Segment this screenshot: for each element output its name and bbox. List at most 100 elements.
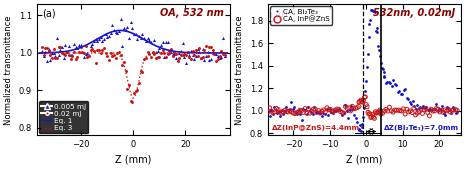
Point	[89, 47, 96, 50]
Point	[367, 116, 374, 119]
Point	[120, 27, 128, 29]
Point	[142, 57, 150, 59]
Point	[364, 111, 372, 114]
Point	[346, 108, 354, 111]
Point	[46, 59, 54, 62]
Point	[179, 54, 186, 56]
Point	[70, 42, 78, 45]
Point	[356, 124, 364, 126]
Point	[167, 47, 175, 50]
Point	[38, 49, 46, 52]
Point	[118, 44, 126, 47]
Point	[50, 48, 57, 51]
Point	[187, 50, 195, 52]
Point	[309, 112, 317, 115]
Point	[312, 111, 319, 114]
Point	[438, 109, 446, 112]
Point	[323, 107, 330, 110]
Point	[357, 130, 365, 132]
Point	[385, 80, 392, 83]
Point	[103, 35, 111, 38]
Point	[371, 117, 378, 120]
Point	[283, 110, 290, 113]
Point	[412, 114, 419, 116]
Point	[426, 115, 433, 117]
Point	[450, 108, 458, 111]
Point	[420, 108, 428, 111]
Point	[169, 53, 176, 55]
Point	[373, 26, 380, 29]
Text: (b): (b)	[274, 8, 288, 18]
Point	[362, 96, 369, 98]
Point	[319, 112, 327, 114]
Point	[272, 109, 280, 112]
Point	[171, 51, 178, 53]
Point	[369, 10, 377, 13]
Point	[72, 57, 79, 60]
Point	[387, 82, 394, 84]
Point	[219, 37, 227, 39]
Point	[436, 111, 444, 113]
Point	[352, 107, 359, 110]
Point	[301, 107, 309, 110]
Point	[298, 109, 305, 112]
Point	[365, 113, 373, 115]
Point	[147, 56, 155, 59]
Point	[202, 45, 210, 48]
Point	[78, 51, 86, 54]
Point	[136, 35, 143, 38]
Point	[199, 47, 207, 50]
Point	[197, 56, 205, 59]
Point	[52, 55, 59, 58]
Point	[139, 33, 146, 35]
Y-axis label: Normalized transmittance: Normalized transmittance	[235, 15, 244, 125]
Point	[43, 60, 51, 62]
Point	[102, 51, 109, 54]
Point	[127, 21, 135, 24]
Point	[409, 100, 417, 103]
Point	[318, 115, 326, 117]
Point	[400, 107, 407, 110]
Point	[377, 110, 384, 113]
Point	[167, 50, 175, 53]
Point	[100, 46, 108, 49]
Point	[155, 55, 163, 58]
Point	[305, 107, 312, 110]
Point	[182, 54, 190, 57]
Point	[93, 40, 101, 42]
Point	[390, 79, 397, 82]
Point	[40, 54, 47, 56]
Point	[140, 57, 148, 60]
Point	[332, 109, 339, 112]
Point	[317, 112, 324, 114]
Point	[407, 110, 414, 112]
Point	[375, 111, 383, 114]
Point	[384, 110, 392, 112]
Point	[361, 90, 369, 93]
Point	[433, 102, 440, 105]
Point	[201, 49, 208, 52]
Point	[392, 83, 400, 86]
Point	[399, 92, 406, 95]
Point	[413, 112, 421, 115]
Point	[155, 46, 163, 49]
Point	[60, 56, 68, 59]
Point	[99, 40, 106, 42]
Point	[417, 108, 425, 111]
Point	[321, 111, 329, 113]
Point	[284, 108, 292, 111]
Point	[441, 108, 449, 111]
Point	[120, 61, 128, 63]
Point	[172, 57, 180, 59]
Point	[413, 104, 421, 106]
Point	[448, 109, 456, 112]
Point	[381, 110, 388, 112]
Point	[279, 111, 287, 113]
Point	[194, 55, 201, 57]
Point	[172, 53, 180, 56]
Point	[400, 88, 408, 91]
Point	[45, 48, 53, 50]
Point	[177, 54, 185, 56]
Point	[64, 50, 71, 53]
Point	[306, 110, 313, 112]
